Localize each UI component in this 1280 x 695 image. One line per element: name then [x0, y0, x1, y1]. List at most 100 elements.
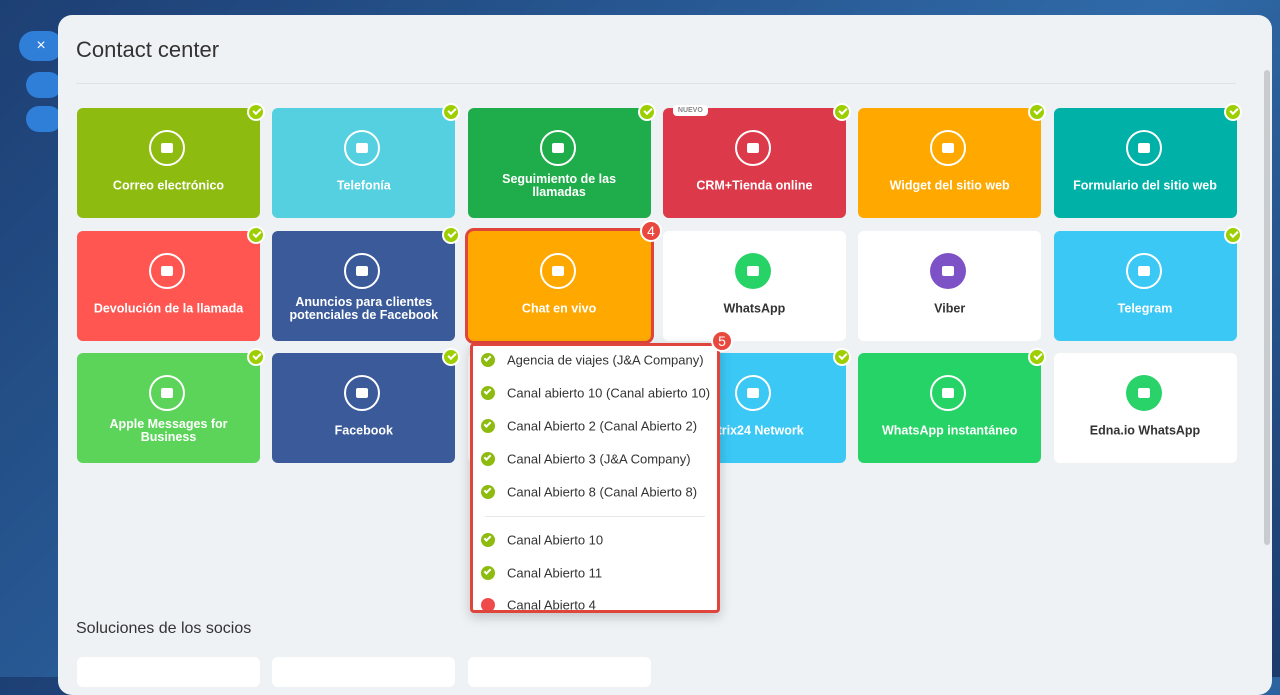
status-icon [481, 533, 495, 547]
connected-check [832, 348, 851, 367]
channel-item[interactable]: Canal Abierto 11 [507, 565, 603, 581]
status-icon [481, 386, 495, 400]
channel-item[interactable]: Canal Abierto 3 (J&A Company) [507, 451, 691, 467]
connected-check [1223, 103, 1242, 121]
channel-item[interactable]: Agencia de viajes (J&A Company) [507, 352, 704, 368]
channel-label: Facebook [334, 423, 393, 438]
icon-glyph [942, 143, 955, 153]
icon-glyph [1137, 265, 1150, 276]
icon-glyph [551, 265, 564, 276]
connected-check [442, 103, 461, 121]
icon-glyph [942, 265, 955, 276]
channel-dropdown: Agencia de viajes (J&A Company) Canal abi… [470, 343, 720, 613]
channel-tile[interactable]: WhatsApp instantáneo [858, 348, 1047, 464]
channel-tile[interactable]: Anuncios para clientes potenciales de Fa… [272, 225, 461, 341]
channel-tile[interactable]: WhatsApp [662, 230, 846, 341]
channel-item[interactable]: Canal Abierto 10 [507, 532, 604, 548]
channel-label: Seguimiento de las llamadas [502, 172, 617, 199]
channel-label: Viber [934, 301, 966, 316]
connected-check [1028, 348, 1047, 367]
open-button[interactable] [26, 72, 62, 98]
connected-check [442, 225, 461, 244]
connected-check [1223, 225, 1242, 244]
channel-icon [539, 252, 576, 289]
channel-tile[interactable]: Telefonía [272, 103, 461, 218]
link-button[interactable] [26, 106, 62, 132]
icon-glyph [356, 143, 369, 153]
channel-icon [930, 130, 967, 166]
channel-icon [539, 130, 576, 166]
partner-card[interactable] [272, 657, 455, 687]
channel-icon [734, 130, 771, 166]
channel-icon [344, 375, 381, 412]
connected-check [637, 103, 656, 121]
channel-item[interactable]: Canal Abierto 4 [507, 597, 596, 613]
channel-label: Apple Messages for Business [109, 417, 228, 445]
partner-card[interactable] [77, 657, 260, 687]
channel-label: WhatsApp instantáneo [881, 423, 1018, 438]
channel-tile[interactable]: Formulario del sitio web [1053, 103, 1242, 218]
step-callout: 5 [711, 330, 733, 352]
channel-tile[interactable]: Apple Messages for Business [77, 348, 265, 464]
channel-icon [344, 130, 381, 166]
channel-label: Edna.io WhatsApp [1089, 423, 1201, 438]
channel-tile[interactable]: CRM+Tienda online NUEVO [662, 103, 851, 218]
connected-check [247, 225, 265, 244]
channel-item[interactable]: Canal Abierto 8 (Canal Abierto 8) [507, 484, 698, 500]
channel-icon [734, 375, 771, 412]
status-icon [481, 353, 495, 367]
channel-tile[interactable]: Correo electrónico [77, 103, 265, 218]
icon-glyph [356, 265, 369, 276]
channel-label: CRM+Tienda online [696, 178, 813, 193]
step-callout: 4 [640, 220, 662, 242]
connected-check [832, 103, 851, 121]
icon-glyph [356, 388, 369, 399]
section-title: Soluciones de los socios [76, 620, 252, 637]
icon-glyph [746, 388, 759, 399]
status-icon [481, 419, 495, 433]
channel-item[interactable]: Canal abierto 10 (Canal abierto 10) [507, 385, 711, 401]
channel-icon [930, 252, 967, 289]
sidebar: × [0, 0, 63, 677]
channel-tile[interactable]: Telegram [1053, 225, 1242, 341]
close-button[interactable]: × [19, 31, 63, 61]
channel-tile[interactable]: Edna.io WhatsApp [1053, 353, 1237, 464]
channel-item[interactable]: Canal Abierto 2 (Canal Abierto 2) [507, 418, 698, 434]
status-icon [481, 452, 495, 466]
channel-label: Anuncios para clientes potenciales de Fa… [289, 294, 439, 322]
channel-icon [149, 252, 185, 289]
channel-icon [1125, 252, 1162, 289]
status-icon [481, 598, 495, 610]
icon-glyph [1137, 143, 1150, 153]
dropdown-divider [485, 516, 705, 517]
connected-check [247, 103, 265, 121]
icon-glyph [161, 388, 173, 399]
channel-label: Telegram [1117, 301, 1173, 316]
channel-icon [1125, 130, 1162, 166]
icon-glyph [746, 265, 759, 276]
icon-glyph [746, 143, 759, 153]
status-icon [481, 485, 495, 499]
channel-tile[interactable]: Facebook [272, 348, 461, 464]
new-badge: NUEVO [672, 105, 708, 116]
scrollbar [1264, 70, 1270, 545]
icon-glyph [1137, 388, 1150, 399]
title-divider [76, 83, 1236, 84]
channel-label: Widget del sitio web [889, 178, 1010, 193]
channel-tile[interactable]: Chat en vivo [467, 230, 651, 341]
channel-label: Formulario del sitio web [1073, 178, 1217, 193]
channel-tile[interactable]: Seguimiento de las llamadas [467, 103, 656, 218]
channel-label: Correo electrónico [112, 178, 225, 193]
channel-tile[interactable]: Widget del sitio web [858, 103, 1047, 218]
partner-card[interactable] [468, 657, 651, 687]
screen: × Contact center Soluciones de los socio… [0, 0, 1280, 677]
icon-glyph [942, 388, 955, 399]
channel-icon [1125, 375, 1162, 412]
connected-check [442, 348, 461, 367]
icon-glyph [161, 265, 173, 276]
status-icon [481, 566, 495, 580]
channel-tile[interactable]: Devolución de la llamada [77, 225, 265, 341]
channel-tile[interactable]: Viber [858, 230, 1042, 341]
channel-icon [930, 375, 967, 412]
channel-label: Devolución de la llamada [93, 301, 244, 316]
